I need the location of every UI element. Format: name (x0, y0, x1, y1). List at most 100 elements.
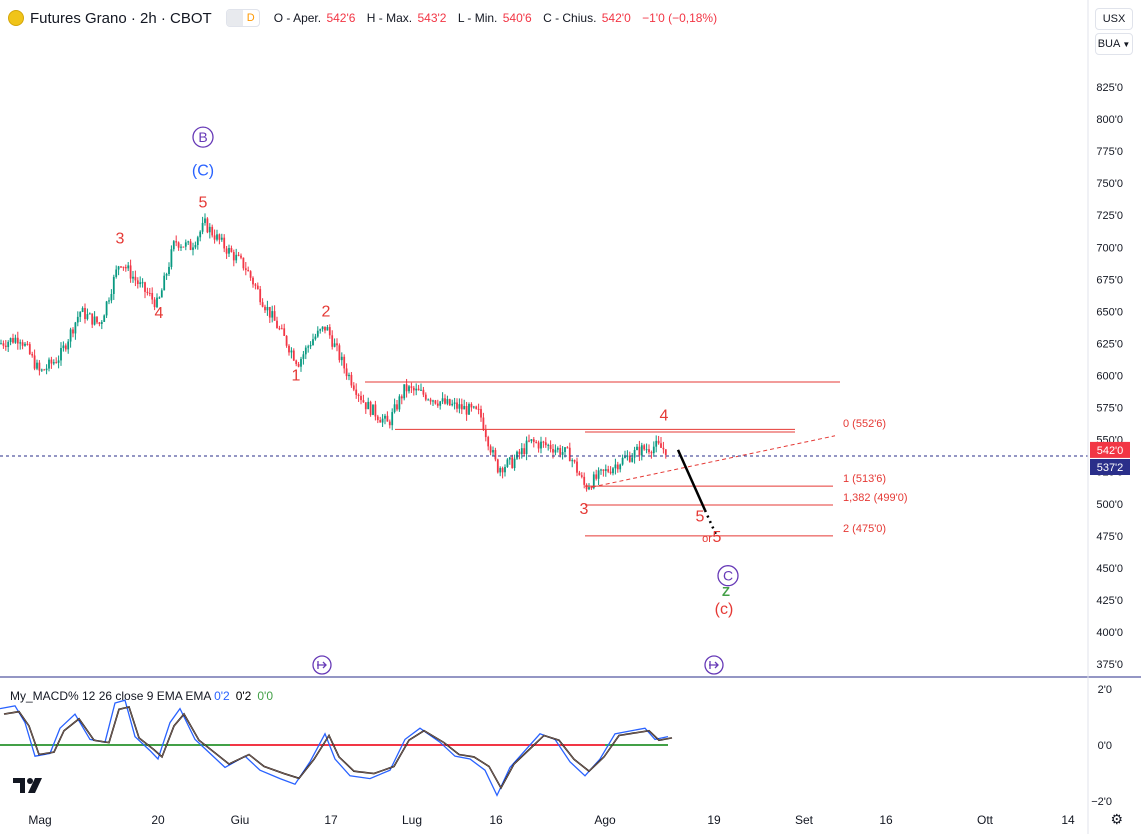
candle-body (657, 440, 660, 444)
x-tick-label: Lug (402, 813, 422, 827)
candle-body (518, 451, 521, 455)
candle-body (16, 337, 19, 344)
candle-body (352, 385, 355, 390)
high-value: 543'2 (417, 11, 447, 25)
candle-body (624, 456, 626, 458)
macd-tick-label: 2'0 (1098, 684, 1112, 696)
candle-body (405, 384, 408, 392)
candle-body (38, 362, 41, 371)
session-break-icon[interactable] (704, 655, 724, 675)
candle-body (482, 417, 485, 430)
candle-body (96, 316, 98, 323)
session-break-icon[interactable] (312, 655, 332, 675)
symbol-title[interactable]: Futures Grano · 2h · CBOT (30, 9, 212, 27)
wave-circle (192, 126, 214, 148)
x-tick-label: 19 (707, 813, 721, 827)
wave-label: or (702, 533, 712, 545)
candle-body (165, 273, 168, 276)
candle-body (184, 242, 187, 247)
open-label: O - Aper. (273, 11, 322, 25)
status-badges[interactable]: D (225, 9, 260, 27)
currency-button[interactable]: USX (1095, 8, 1133, 30)
candle-body (225, 248, 228, 254)
candle-body (516, 451, 518, 459)
wave-circle (717, 565, 739, 587)
candle-body (201, 222, 204, 232)
candle-body (76, 316, 79, 323)
candle-body (345, 368, 348, 377)
candle-body (633, 449, 636, 458)
candle-body (0, 343, 2, 345)
candle-body (213, 235, 216, 240)
wave-label: 3 (116, 230, 125, 247)
candle-body (86, 314, 89, 320)
currency-label: USX (1102, 13, 1126, 25)
candle-body (33, 355, 36, 369)
candle-body (314, 336, 317, 340)
candle-body (2, 343, 5, 346)
macd-name: My_MACD% 12 26 close 9 EMA EMA (10, 689, 214, 703)
candle-body (441, 398, 444, 402)
candle-body (484, 429, 487, 438)
overlays-layer: 0 (552'6) 1 (513'6) 1,382 (499'0) 2 (475'0) (0, 381, 1088, 537)
candle-body (228, 248, 230, 254)
candle-body (602, 469, 605, 471)
y-tick-label: 800'0 (1096, 114, 1123, 126)
macd-legend[interactable]: My_MACD% 12 26 close 9 EMA EMA 0'2 0'2 0'0 (10, 689, 273, 703)
wave-label: 5 (696, 509, 705, 526)
candle-body (619, 464, 622, 470)
candle-body (242, 257, 245, 269)
wave-label: 1 (292, 368, 301, 385)
candle-body (302, 354, 305, 359)
candle-body (616, 464, 619, 470)
low-label: L - Min. (457, 11, 498, 25)
x-tick-label: 20 (151, 813, 165, 827)
candle-body (160, 290, 163, 298)
candle-body (573, 460, 576, 462)
candle-body (117, 266, 120, 270)
trend-line-dashed (591, 435, 836, 488)
unit-button[interactable]: BUA ▼ (1095, 33, 1133, 55)
candle-body (218, 234, 221, 240)
candle-body (412, 387, 415, 391)
status-badge-1 (226, 10, 243, 26)
wave-label: B (198, 129, 207, 145)
candle-body (307, 346, 310, 348)
candle-body (655, 440, 658, 447)
candle-body (45, 368, 48, 371)
signal-line (3, 705, 673, 790)
candle-body (643, 445, 646, 450)
candle-body (48, 359, 50, 369)
x-tick-label: 16 (879, 813, 893, 827)
candle-body (208, 226, 211, 233)
secondary-price-text: 537'2 (1097, 462, 1124, 474)
candle-body (592, 474, 595, 489)
candle-body (24, 343, 26, 346)
secondary-price-badge (1090, 458, 1130, 475)
candle-body (266, 306, 269, 311)
candle-body (386, 415, 389, 422)
candle-body (163, 275, 166, 291)
candle-body (21, 342, 24, 346)
candle-body (343, 356, 346, 369)
candle-body (93, 316, 96, 325)
candle-body (292, 350, 295, 361)
candle-body (360, 395, 362, 401)
settings-gear-icon[interactable]: ⚙ (1110, 811, 1123, 827)
candle-body (465, 406, 468, 415)
candle-body (357, 394, 360, 396)
x-tick-label: Giu (231, 813, 250, 827)
candle-body (364, 402, 367, 410)
candle-body (28, 344, 31, 355)
candle-body (216, 234, 218, 240)
candle-body (494, 450, 497, 460)
wave-label: 5 (713, 529, 722, 546)
macd-value-2: 0'2 (236, 689, 252, 703)
fib-level-label: 1,382 (499'0) (843, 492, 907, 504)
ohlc-readout: O - Aper. 542'6 H - Max. 543'2 L - Min. … (274, 11, 725, 25)
candle-body (180, 246, 182, 248)
candle-body (501, 468, 504, 473)
candle-body (127, 265, 130, 269)
